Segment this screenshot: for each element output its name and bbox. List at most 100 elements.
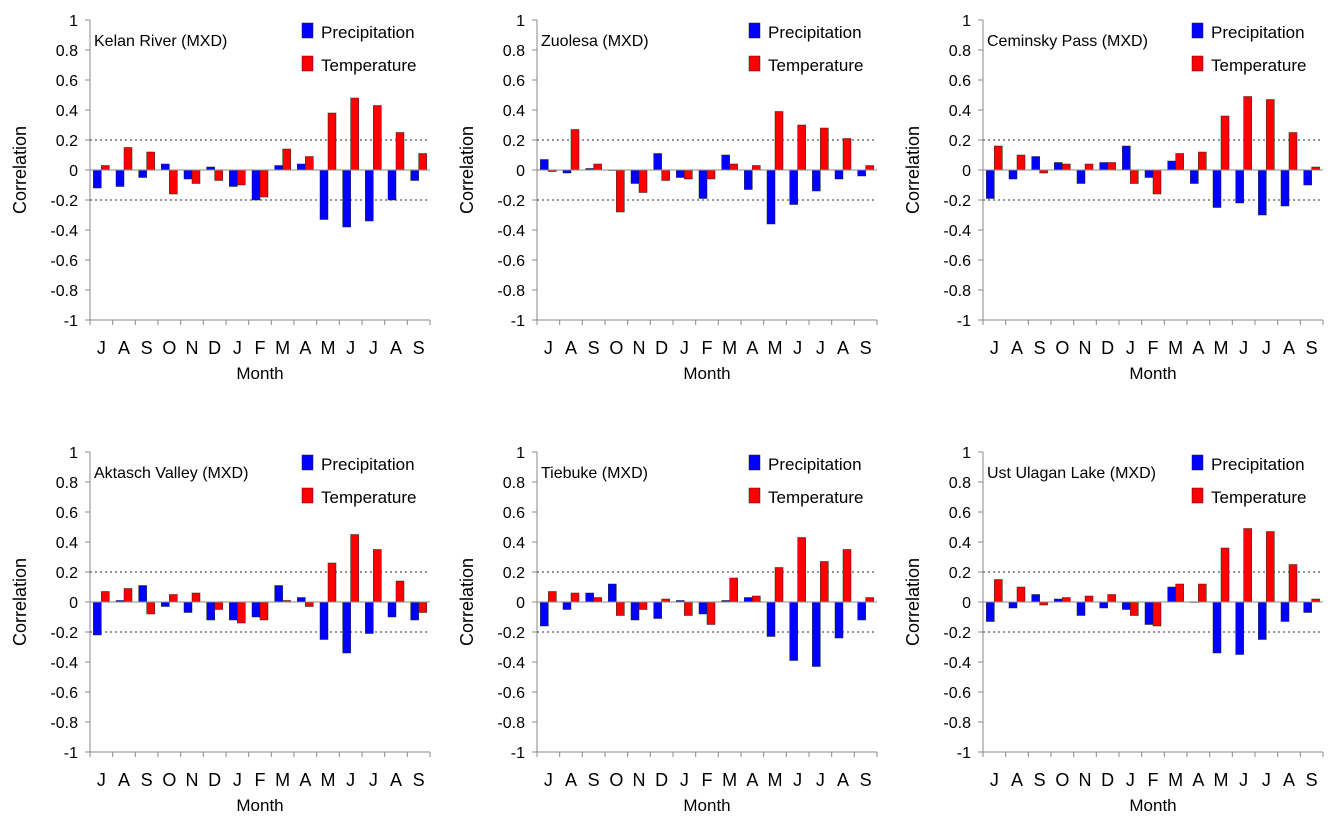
x-tick-label: M bbox=[1214, 338, 1229, 358]
y-tick-label: -0.6 bbox=[497, 253, 525, 270]
precipitation-bar bbox=[229, 169, 238, 187]
precipitation-bar bbox=[834, 169, 844, 180]
x-tick-label: M bbox=[768, 338, 783, 358]
x-tick-label: N bbox=[633, 770, 646, 790]
y-tick-label: -1 bbox=[64, 313, 78, 330]
precipitation-bar bbox=[1031, 594, 1040, 603]
legend-label-temperature: Temperature bbox=[1211, 56, 1306, 75]
y-tick-label: -0.8 bbox=[497, 283, 525, 300]
precipitation-bar bbox=[115, 169, 125, 187]
temperature-bar bbox=[797, 124, 806, 171]
y-tick-label: 0 bbox=[69, 595, 78, 612]
panel-title: Ust Ulagan Lake (MXD) bbox=[987, 465, 1156, 482]
temperature-bar bbox=[1175, 583, 1184, 603]
chart-panel: 10.80.60.40.20-0.2-0.4-0.6-0.8-1J A S O N D J F… bbox=[457, 445, 878, 815]
legend-label-temperature: Temperature bbox=[768, 56, 863, 75]
precipitation-bar bbox=[698, 601, 708, 615]
x-tick-label: J bbox=[233, 338, 242, 358]
precipitation-bar bbox=[138, 585, 147, 603]
precipitation-bar bbox=[1212, 601, 1222, 654]
x-tick-label: D bbox=[1101, 770, 1114, 790]
precipitation-bar bbox=[1280, 169, 1290, 207]
y-tick-label: -0.8 bbox=[943, 715, 971, 732]
temperature-bar bbox=[373, 549, 382, 603]
precipitation-bar bbox=[319, 169, 329, 220]
precipitation-bar bbox=[1099, 601, 1108, 609]
x-tick-label: D bbox=[208, 770, 221, 790]
temperature-bar bbox=[1266, 99, 1275, 171]
x-tick-label: J bbox=[990, 770, 999, 790]
x-tick-label: M bbox=[1168, 770, 1183, 790]
precipitation-bar bbox=[251, 169, 261, 201]
panel-title: Ceminsky Pass (MXD) bbox=[987, 33, 1148, 50]
precipitation-bar bbox=[630, 169, 640, 184]
x-tick-label: D bbox=[655, 770, 668, 790]
x-tick-label: J bbox=[369, 338, 378, 358]
temperature-bar bbox=[191, 169, 201, 184]
precipitation-bar bbox=[789, 169, 798, 205]
temperature-bar bbox=[752, 165, 761, 171]
y-tick-label: 1 bbox=[69, 445, 78, 462]
x-tick-label: S bbox=[1034, 338, 1046, 358]
temperature-bar bbox=[1175, 153, 1184, 171]
precipitation-bar bbox=[1008, 601, 1018, 609]
y-tick-label: 0.6 bbox=[56, 505, 78, 522]
x-tick-label: J bbox=[346, 770, 355, 790]
legend-swatch-temperature bbox=[301, 487, 314, 504]
precipitation-bar bbox=[540, 601, 549, 627]
y-tick-label: -0.4 bbox=[943, 223, 971, 240]
precipitation-bar bbox=[1280, 601, 1290, 622]
temperature-bar bbox=[350, 97, 359, 171]
precipitation-bar bbox=[274, 585, 283, 603]
y-tick-label: -0.8 bbox=[497, 715, 525, 732]
temperature-bar bbox=[593, 163, 602, 171]
y-tick-label: 0.8 bbox=[949, 43, 971, 60]
temperature-bar bbox=[1107, 162, 1116, 171]
x-tick-label: J bbox=[346, 338, 355, 358]
precipitation-bar bbox=[562, 601, 572, 610]
x-tick-label: M bbox=[1168, 338, 1183, 358]
x-tick-label: A bbox=[746, 338, 758, 358]
precipitation-bar bbox=[410, 601, 419, 621]
panel-title: Tiebuke (MXD) bbox=[541, 465, 648, 482]
precipitation-bar bbox=[1303, 169, 1312, 186]
x-tick-label: A bbox=[837, 770, 849, 790]
temperature-bar bbox=[865, 165, 874, 171]
legend-label-precipitation: Precipitation bbox=[321, 455, 415, 474]
temperature-bar bbox=[214, 601, 223, 610]
x-tick-label: A bbox=[299, 770, 311, 790]
y-tick-label: -1 bbox=[511, 745, 525, 762]
panel-title: Kelan River (MXD) bbox=[94, 33, 227, 50]
y-axis-title: Correlation bbox=[903, 126, 923, 214]
x-tick-label: S bbox=[413, 338, 425, 358]
y-tick-label: 0.4 bbox=[503, 535, 525, 552]
temperature-bar bbox=[842, 138, 852, 171]
x-tick-label: A bbox=[565, 338, 577, 358]
x-tick-label: A bbox=[118, 770, 130, 790]
precipitation-bar bbox=[1167, 160, 1176, 171]
precipitation-bar bbox=[365, 601, 374, 634]
temperature-bar bbox=[1107, 594, 1116, 603]
temperature-bar bbox=[774, 111, 784, 171]
legend-label-temperature: Temperature bbox=[768, 488, 863, 507]
x-tick-label: M bbox=[321, 770, 336, 790]
precipitation-bar bbox=[229, 601, 238, 621]
x-tick-label: N bbox=[1079, 770, 1092, 790]
x-tick-label: D bbox=[1101, 338, 1114, 358]
legend-swatch-temperature bbox=[1191, 487, 1204, 504]
precipitation-bar bbox=[1122, 145, 1131, 171]
temperature-bar bbox=[616, 601, 625, 616]
precipitation-bar bbox=[1258, 601, 1267, 640]
temperature-bar bbox=[327, 112, 337, 171]
precipitation-bar bbox=[1099, 162, 1108, 171]
panel-title: Aktasch Valley (MXD) bbox=[94, 465, 248, 482]
y-tick-label: -0.8 bbox=[943, 283, 971, 300]
x-tick-label: F bbox=[1148, 770, 1159, 790]
y-axis-title: Correlation bbox=[10, 126, 30, 214]
precipitation-bar bbox=[676, 169, 685, 178]
precipitation-bar bbox=[183, 169, 193, 180]
x-tick-label: M bbox=[1214, 770, 1229, 790]
x-tick-label: J bbox=[369, 770, 378, 790]
precipitation-bar bbox=[721, 154, 730, 171]
precipitation-bar bbox=[387, 601, 397, 618]
